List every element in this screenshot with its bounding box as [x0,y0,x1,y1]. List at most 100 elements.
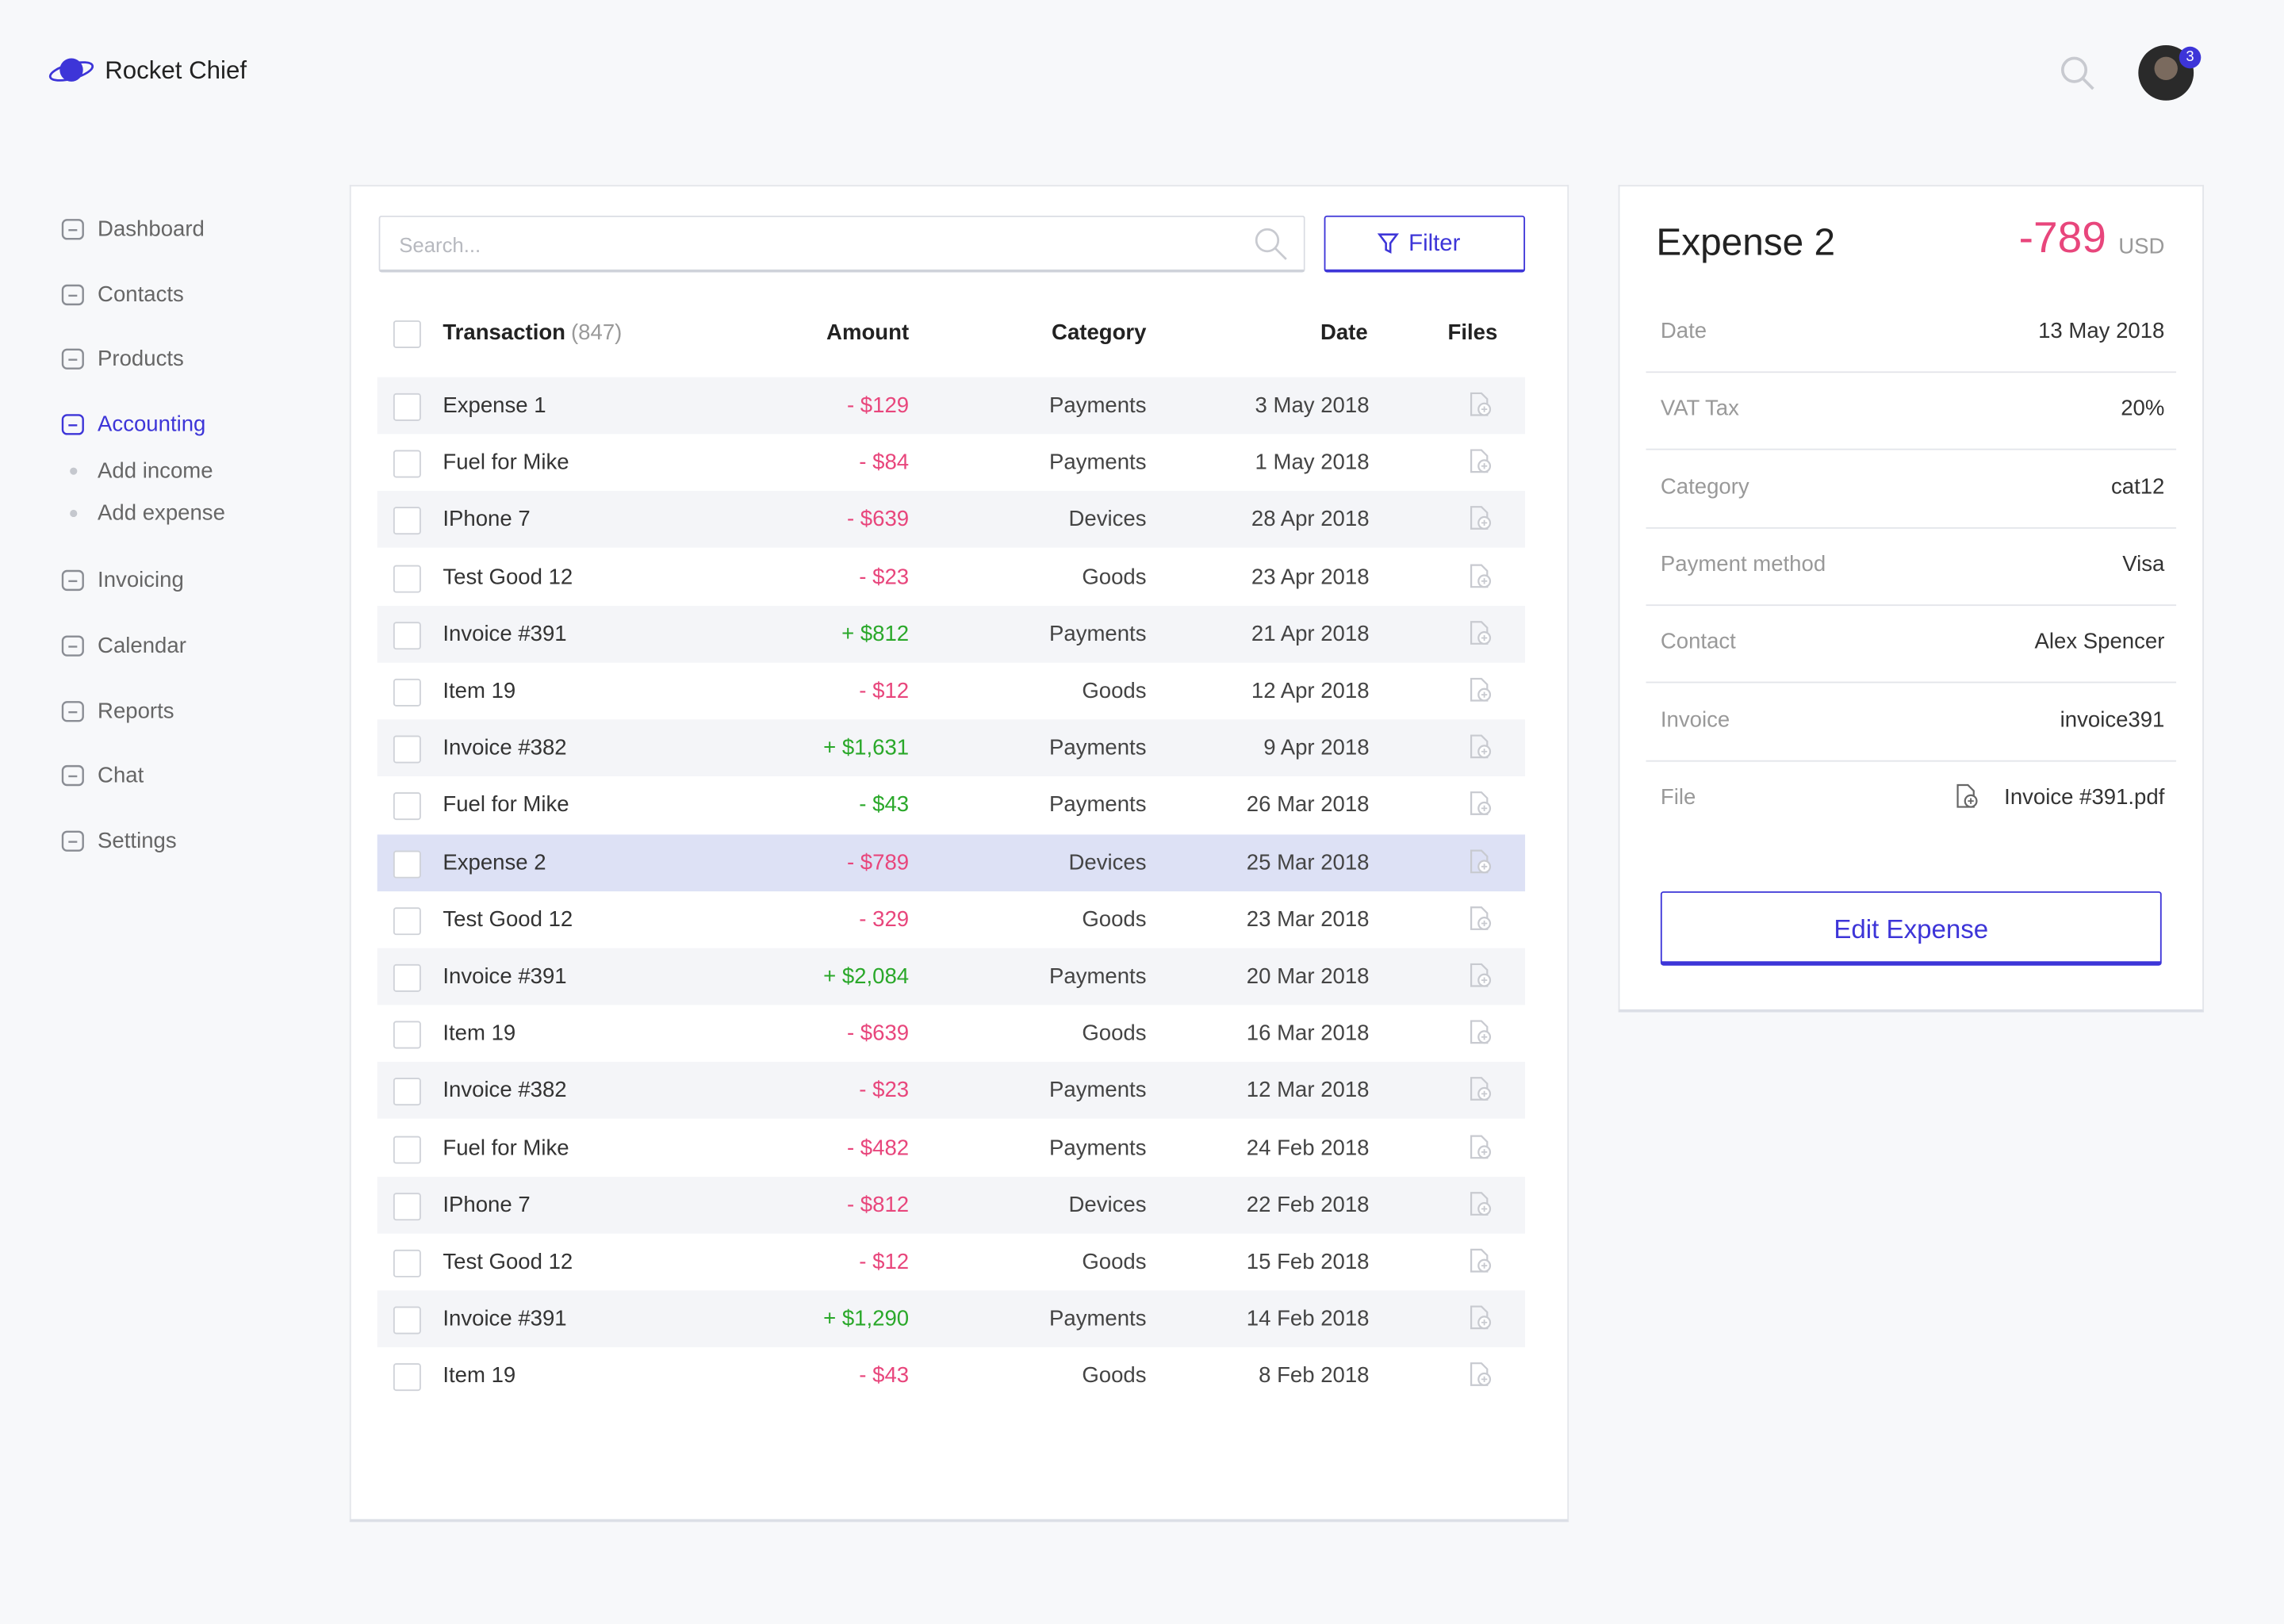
search-icon[interactable] [2060,56,2098,94]
transaction-amount: - $12 [859,1249,910,1275]
transaction-category: Devices [1068,1192,1147,1218]
separator [1646,449,2177,451]
nav-item[interactable]: Chat [98,763,144,789]
transaction-category: Goods [1082,564,1147,590]
table-row[interactable] [377,719,1526,777]
transaction-date: 28 Apr 2018 [1251,507,1370,533]
nav-item[interactable]: Calendar [98,633,186,658]
checkbox[interactable] [393,849,421,878]
checkbox[interactable] [393,1021,421,1049]
file-icon [1470,506,1492,530]
transaction-category: Goods [1082,1363,1147,1389]
transaction-date: 25 Mar 2018 [1246,849,1370,875]
nav-bullet [70,510,78,518]
checkbox[interactable] [393,450,421,478]
checkbox[interactable] [393,1249,421,1277]
edit-button-label[interactable]: Edit Expense [1834,914,1989,944]
nav-item[interactable]: Accounting [98,412,206,438]
transaction-name: Fuel for Mike [443,792,569,818]
transaction-name: Expense 1 [443,393,546,419]
transaction-category: Payments [1048,792,1147,818]
checkbox[interactable] [393,393,421,421]
transaction-name: IPhone 7 [443,507,531,533]
checkbox[interactable] [393,792,421,821]
transaction-date: 20 Mar 2018 [1246,963,1370,990]
detail-title: Expense 2 [1656,220,1836,264]
transaction-category: Goods [1082,678,1147,704]
nav-item[interactable]: Settings [98,828,177,854]
table-row[interactable] [377,948,1526,1005]
checkbox[interactable] [393,1363,421,1392]
transaction-name: Test Good 12 [443,1249,573,1275]
filter-label[interactable]: Filter [1408,232,1461,257]
table-row[interactable] [377,491,1526,549]
checkbox[interactable] [393,507,421,535]
table-row[interactable] [377,1290,1526,1348]
file-icon [1470,677,1492,702]
checkbox[interactable] [393,1192,421,1220]
transaction-date: 9 Apr 2018 [1263,735,1370,761]
table-row[interactable] [377,1062,1526,1120]
transaction-amount: - $639 [846,507,910,533]
checkbox[interactable] [393,678,421,707]
nav-subitem[interactable]: Add income [98,458,213,484]
nav-subitem[interactable]: Add expense [98,501,225,527]
nav-item[interactable]: Dashboard [98,216,205,242]
transaction-date: 21 Apr 2018 [1251,621,1370,647]
table-row[interactable] [377,377,1526,435]
checkbox[interactable] [393,564,421,592]
checkbox[interactable] [393,1078,421,1106]
nav-icon [61,830,84,852]
checkbox[interactable] [393,1306,421,1335]
field-value: invoice391 [2060,707,2165,732]
search-input[interactable] [378,215,1305,273]
file-icon [1956,783,1978,808]
checkbox[interactable] [393,1135,421,1163]
nav-item[interactable]: Contacts [98,282,184,307]
nav-item[interactable]: Products [98,347,184,373]
transaction-date: 23 Apr 2018 [1251,564,1370,590]
field-value: 20% [2121,396,2165,422]
transaction-amount: - $639 [846,1021,910,1047]
nav-icon [61,700,84,722]
field-value: cat12 [2110,474,2165,500]
transaction-name: Invoice #382 [443,1078,567,1104]
nav-item[interactable]: Reports [98,698,174,723]
nav-item[interactable]: Invoicing [98,568,184,593]
transaction-category: Payments [1048,1135,1147,1161]
transaction-date: 3 May 2018 [1255,393,1370,419]
checkbox[interactable] [393,906,421,935]
checkbox[interactable] [393,320,421,348]
transaction-amount: - $43 [859,1363,910,1389]
checkbox[interactable] [393,621,421,649]
filter-button[interactable] [1324,215,1526,273]
transaction-amount: - $84 [859,450,910,476]
transaction-category: Payments [1048,963,1147,990]
table-row[interactable] [377,833,1526,891]
transaction-amount: - 329 [859,906,910,933]
checkbox[interactable] [393,735,421,764]
transaction-name: Test Good 12 [443,906,573,933]
column-header: Amount [826,320,910,346]
detail-card [1618,185,2204,1013]
transaction-category: Devices [1068,849,1147,875]
nav-icon [61,219,84,240]
transaction-amount: - $129 [846,393,910,419]
transaction-date: 14 Feb 2018 [1246,1306,1370,1332]
file-icon [1470,1248,1492,1273]
nav-icon [61,349,84,370]
nav-icon [61,635,84,657]
column-header: Date [1320,320,1368,346]
checkbox[interactable] [393,963,421,992]
table-row[interactable] [377,605,1526,663]
edit-button[interactable] [1660,891,2162,966]
search-input-icon [1255,228,1287,260]
transaction-amount: + $1,290 [823,1306,910,1332]
nav-icon [61,414,84,435]
table-row[interactable] [377,1176,1526,1234]
separator [1646,681,2177,684]
transaction-date: 16 Mar 2018 [1246,1021,1370,1047]
transaction-amount: - $482 [846,1135,910,1161]
transaction-amount: - $43 [859,792,910,818]
